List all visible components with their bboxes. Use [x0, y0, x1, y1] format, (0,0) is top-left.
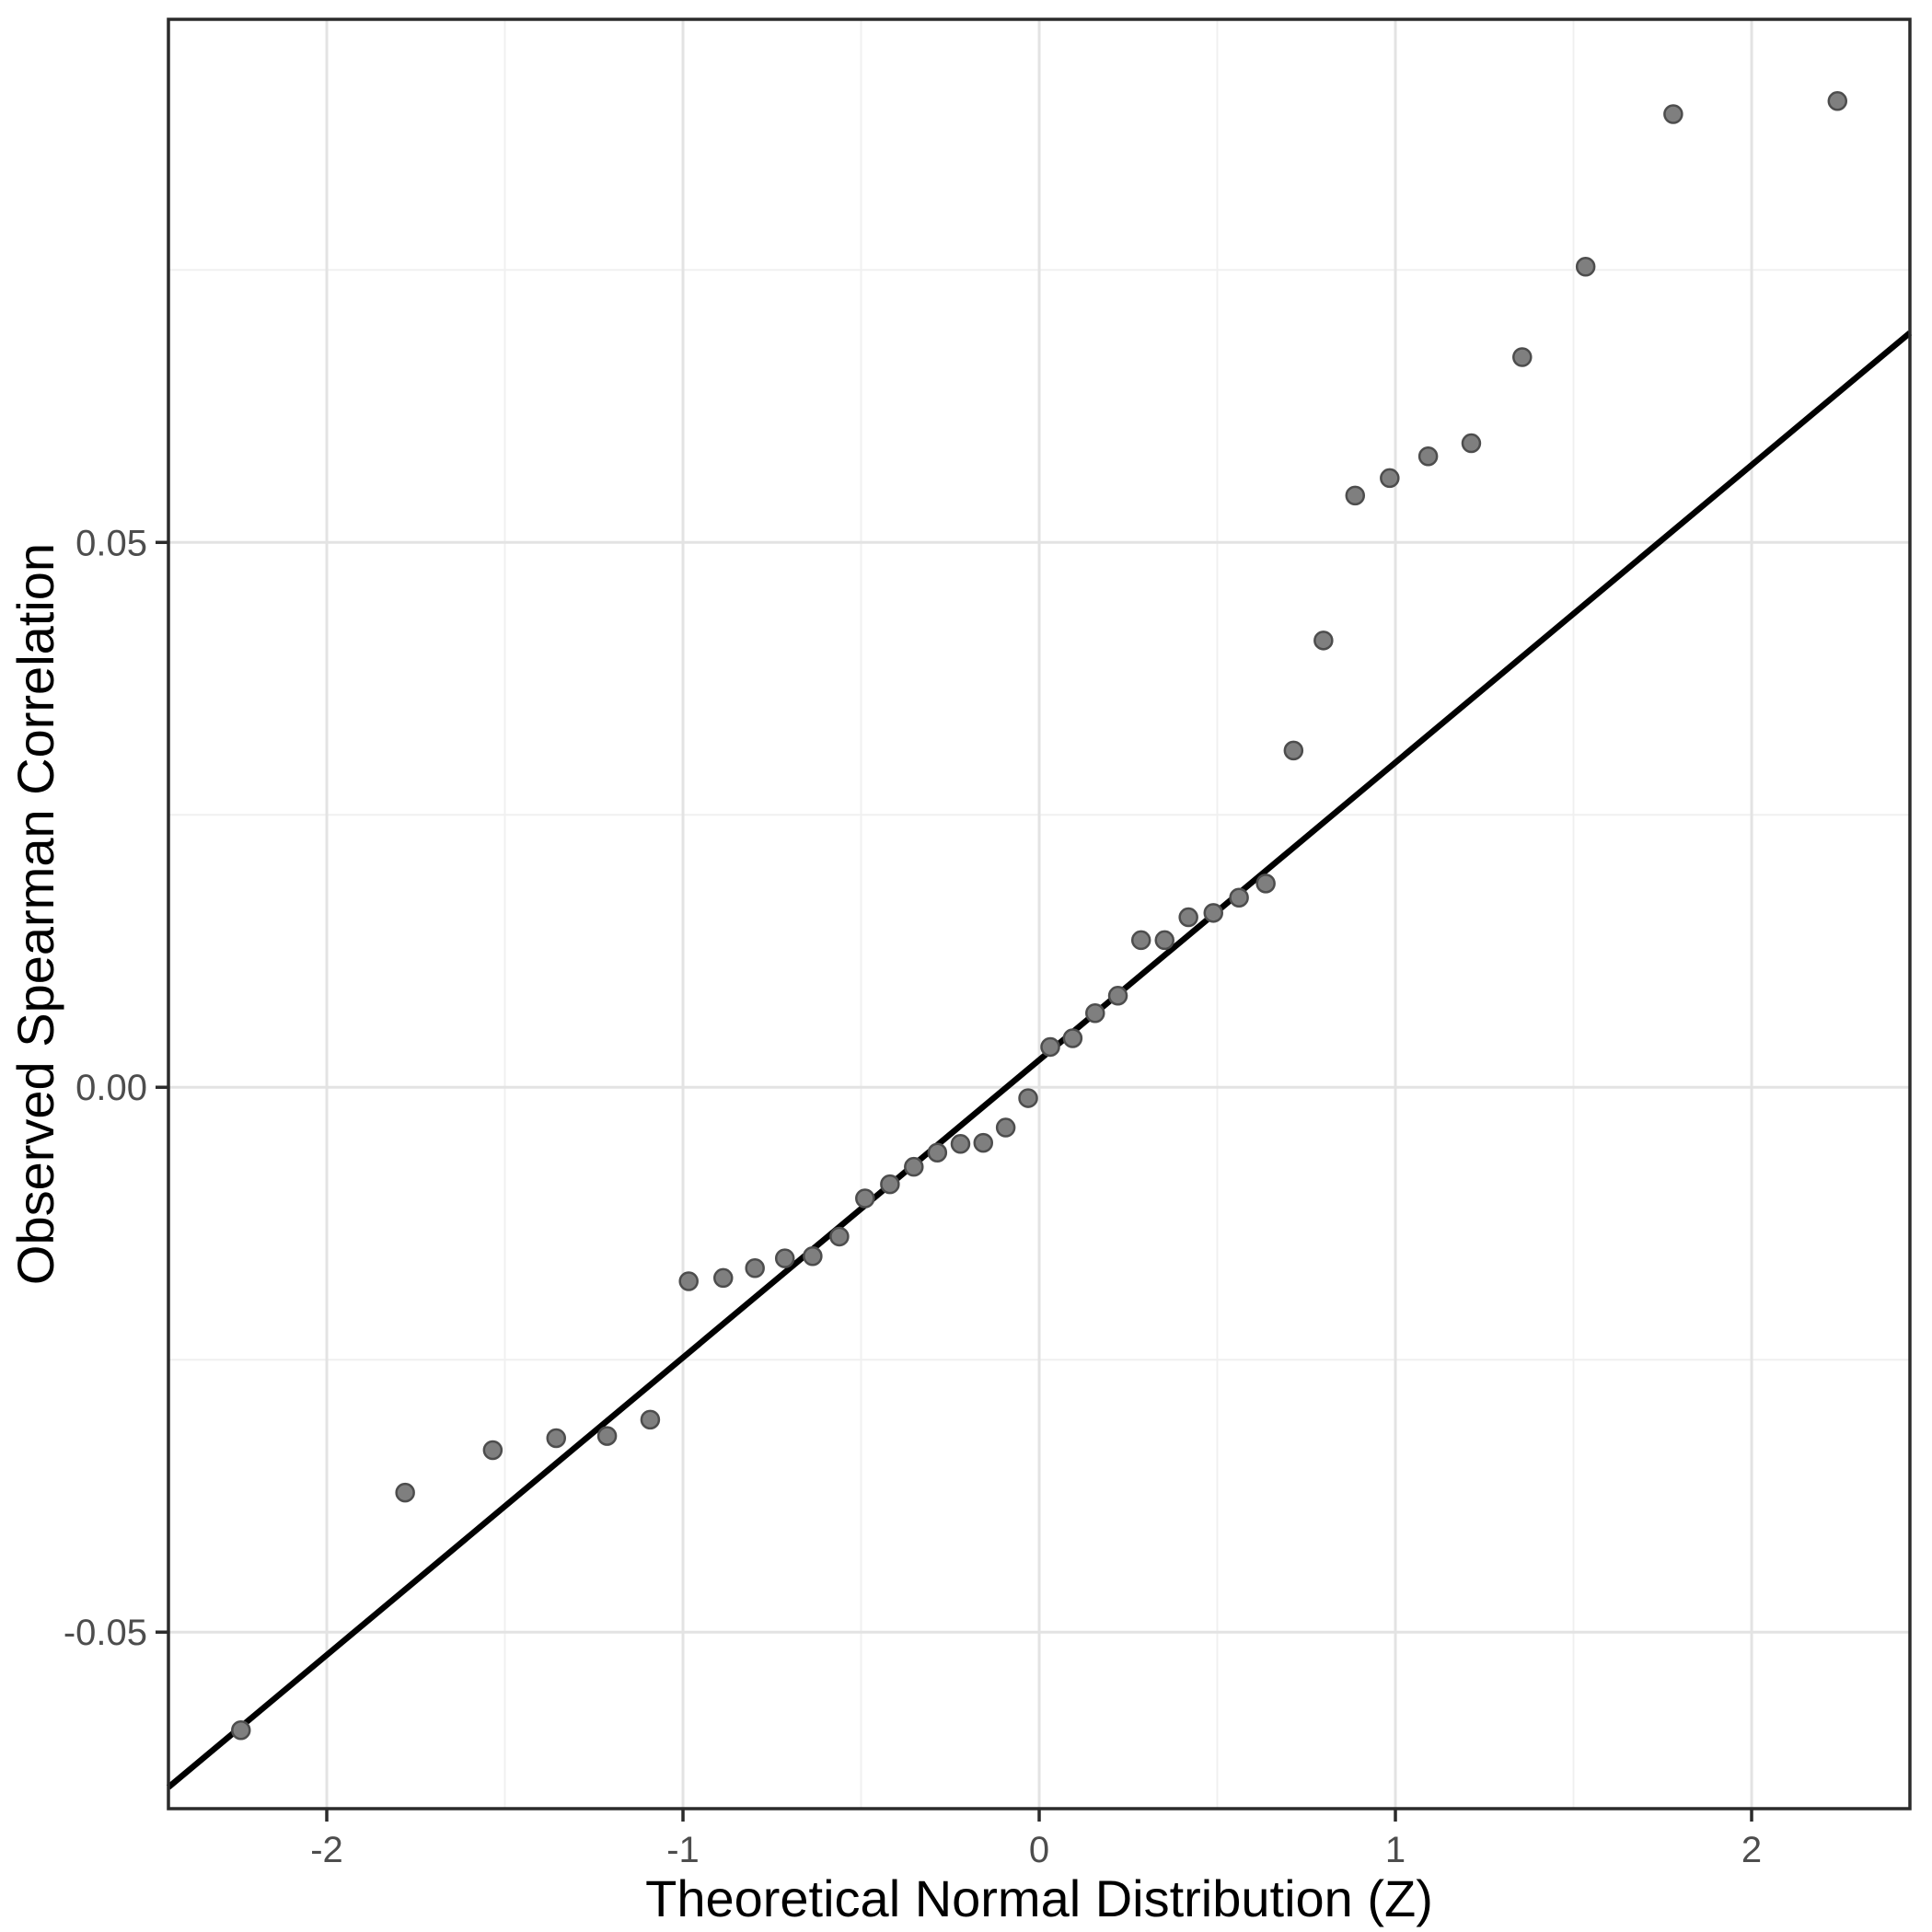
data-point: [1283, 740, 1304, 761]
data-point: [855, 1188, 875, 1209]
data-point: [1203, 903, 1224, 923]
y-axis-tick-labels: 0.05 0.00 -0.05: [64, 523, 147, 1653]
data-point: [482, 1440, 503, 1461]
x-tick-label: -1: [666, 1830, 700, 1870]
y-tick-label: -0.05: [64, 1613, 147, 1653]
data-point: [1154, 930, 1174, 951]
data-point: [678, 1271, 699, 1291]
data-point: [231, 1720, 251, 1741]
data-point: [803, 1246, 823, 1267]
y-tick-label: 0.00: [75, 1068, 147, 1108]
data-point: [745, 1258, 765, 1278]
data-point: [1663, 104, 1683, 124]
data-point: [829, 1226, 850, 1247]
data-point: [1178, 907, 1198, 928]
data-point: [1461, 433, 1482, 454]
data-point: [546, 1428, 566, 1449]
x-axis-tick-labels: -2 -1 0 1 2: [310, 1830, 1762, 1870]
data-point: [904, 1156, 924, 1177]
y-axis-title: Observed Spearman Correlation: [6, 543, 64, 1285]
y-tick-label: 0.05: [75, 523, 147, 563]
data-point: [395, 1482, 415, 1503]
data-point: [927, 1142, 948, 1163]
data-point: [596, 1426, 618, 1446]
axis-ticks: [156, 540, 1753, 1822]
data-point: [1512, 347, 1533, 367]
x-axis-title: Theoretical Normal Distribution (Z): [645, 1869, 1433, 1927]
data-point: [1345, 485, 1366, 506]
qq-reference-line: [166, 330, 1913, 1790]
data-point: [995, 1117, 1016, 1138]
x-tick-label: 2: [1741, 1830, 1762, 1870]
data-point: [1018, 1088, 1038, 1108]
data-point: [1255, 873, 1276, 894]
data-point: [1107, 986, 1128, 1006]
data-point: [1380, 468, 1400, 489]
data-point: [640, 1409, 661, 1430]
data-point: [1085, 1002, 1105, 1024]
data-point: [1040, 1036, 1060, 1058]
data-point: [1417, 446, 1439, 467]
data-point: [973, 1132, 994, 1153]
data-point: [1130, 930, 1151, 951]
data-point: [1827, 91, 1848, 111]
x-tick-label: -2: [310, 1830, 343, 1870]
data-point: [880, 1174, 900, 1195]
data-point: [1575, 257, 1596, 277]
data-points: [231, 91, 1848, 1741]
data-point: [1313, 631, 1334, 651]
data-point: [774, 1248, 795, 1268]
data-point: [1229, 887, 1249, 908]
x-tick-label: 0: [1029, 1830, 1049, 1870]
data-point: [950, 1134, 971, 1154]
data-point: [1062, 1028, 1083, 1048]
data-point: [713, 1267, 734, 1289]
major-gridlines: [168, 19, 1910, 1809]
x-tick-label: 1: [1385, 1830, 1406, 1870]
